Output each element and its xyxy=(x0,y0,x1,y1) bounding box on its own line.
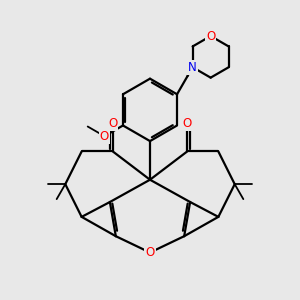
Text: O: O xyxy=(108,117,118,130)
Text: O: O xyxy=(182,117,192,130)
Text: O: O xyxy=(100,130,109,143)
Text: N: N xyxy=(188,61,197,74)
Text: O: O xyxy=(206,29,215,43)
Text: O: O xyxy=(146,246,154,259)
